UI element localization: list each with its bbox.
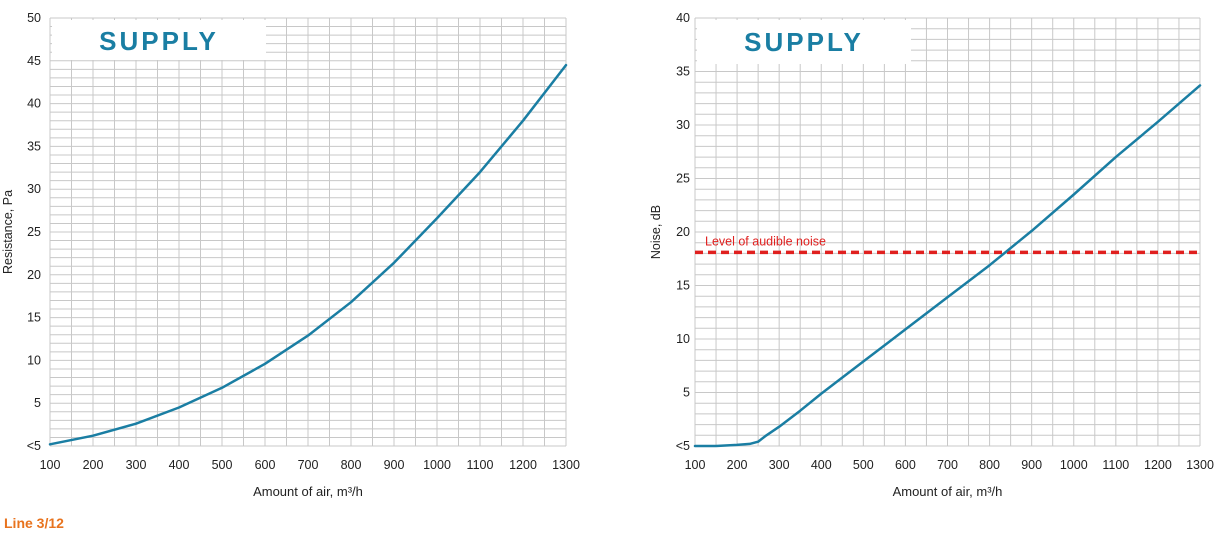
x-tick-label: 600 [255, 458, 276, 472]
y-tick-label: 5 [34, 396, 41, 410]
y-tick-label: <5 [27, 439, 41, 453]
x-tick-label: 1100 [1102, 458, 1129, 472]
y-tick-label: 10 [27, 353, 41, 367]
y-axis-label: Resistance, Pa [1, 190, 15, 274]
y-tick-label: 35 [27, 139, 41, 153]
x-axis-label: Amount of air, m³/h [893, 484, 1003, 499]
chart-title: SUPPLY [744, 27, 864, 57]
x-tick-label: 100 [685, 458, 706, 472]
y-tick-label: 40 [27, 97, 41, 111]
x-tick-label: 800 [341, 458, 362, 472]
x-tick-label: 1000 [423, 458, 451, 472]
title-box [697, 20, 911, 64]
x-tick-label: 100 [40, 458, 61, 472]
y-axis-label: Noise, dB [649, 205, 663, 259]
y-tick-label: 15 [27, 311, 41, 325]
chart-2: SUPPLY Level of audible noise 100 200 300 400… [649, 11, 1214, 499]
grid-lines [694, 17, 1201, 447]
x-axis-label: Amount of air, m³/h [253, 484, 363, 499]
x-tick-label: 500 [853, 458, 874, 472]
series-line [693, 84, 1202, 448]
x-tick-label: 1000 [1060, 458, 1088, 472]
x-tick-label: 1100 [467, 458, 494, 472]
grid-lines [49, 17, 567, 447]
x-tick-label: 400 [169, 458, 190, 472]
x-tick-label: 500 [212, 458, 233, 472]
y-tick-label: 5 [683, 386, 690, 400]
y-tick-label: 20 [676, 225, 690, 239]
title-box [52, 20, 266, 60]
y-tick-label: 35 [676, 65, 690, 79]
series-line [48, 63, 568, 446]
x-tick-label: 300 [126, 458, 147, 472]
y-tick-label: 30 [676, 118, 690, 132]
x-tick-label: 700 [298, 458, 319, 472]
x-tick-label: 600 [895, 458, 916, 472]
chart-title: SUPPLY [99, 26, 219, 56]
x-tick-label: 200 [727, 458, 748, 472]
x-tick-label: 800 [979, 458, 1000, 472]
footer-line-label: Line 3/12 [4, 515, 64, 531]
y-tick-label: 50 [27, 11, 41, 25]
x-tick-label: 1200 [509, 458, 537, 472]
y-tick-label: 45 [27, 54, 41, 68]
y-tick-label: 25 [27, 225, 41, 239]
x-tick-label: 200 [83, 458, 104, 472]
y-tick-label: 10 [676, 332, 690, 346]
chart-1: SUPPLY 100 200 300 400 500 600 700 800 900 1000 110… [1, 11, 580, 499]
y-tick-label: 20 [27, 268, 41, 282]
x-tick-label: 900 [384, 458, 405, 472]
x-tick-label: 1300 [1186, 458, 1214, 472]
x-tick-label: 700 [937, 458, 958, 472]
x-tick-label: 1300 [552, 458, 580, 472]
x-tick-label: 900 [1021, 458, 1042, 472]
x-tick-label: 1200 [1144, 458, 1172, 472]
y-tick-label: <5 [676, 439, 690, 453]
y-tick-label: 40 [676, 11, 690, 25]
threshold-label: Level of audible noise [705, 234, 826, 248]
y-tick-label: 25 [676, 172, 690, 186]
y-tick-label: 30 [27, 182, 41, 196]
x-tick-label: 400 [811, 458, 832, 472]
y-tick-label: 15 [676, 279, 690, 293]
x-tick-label: 300 [769, 458, 790, 472]
